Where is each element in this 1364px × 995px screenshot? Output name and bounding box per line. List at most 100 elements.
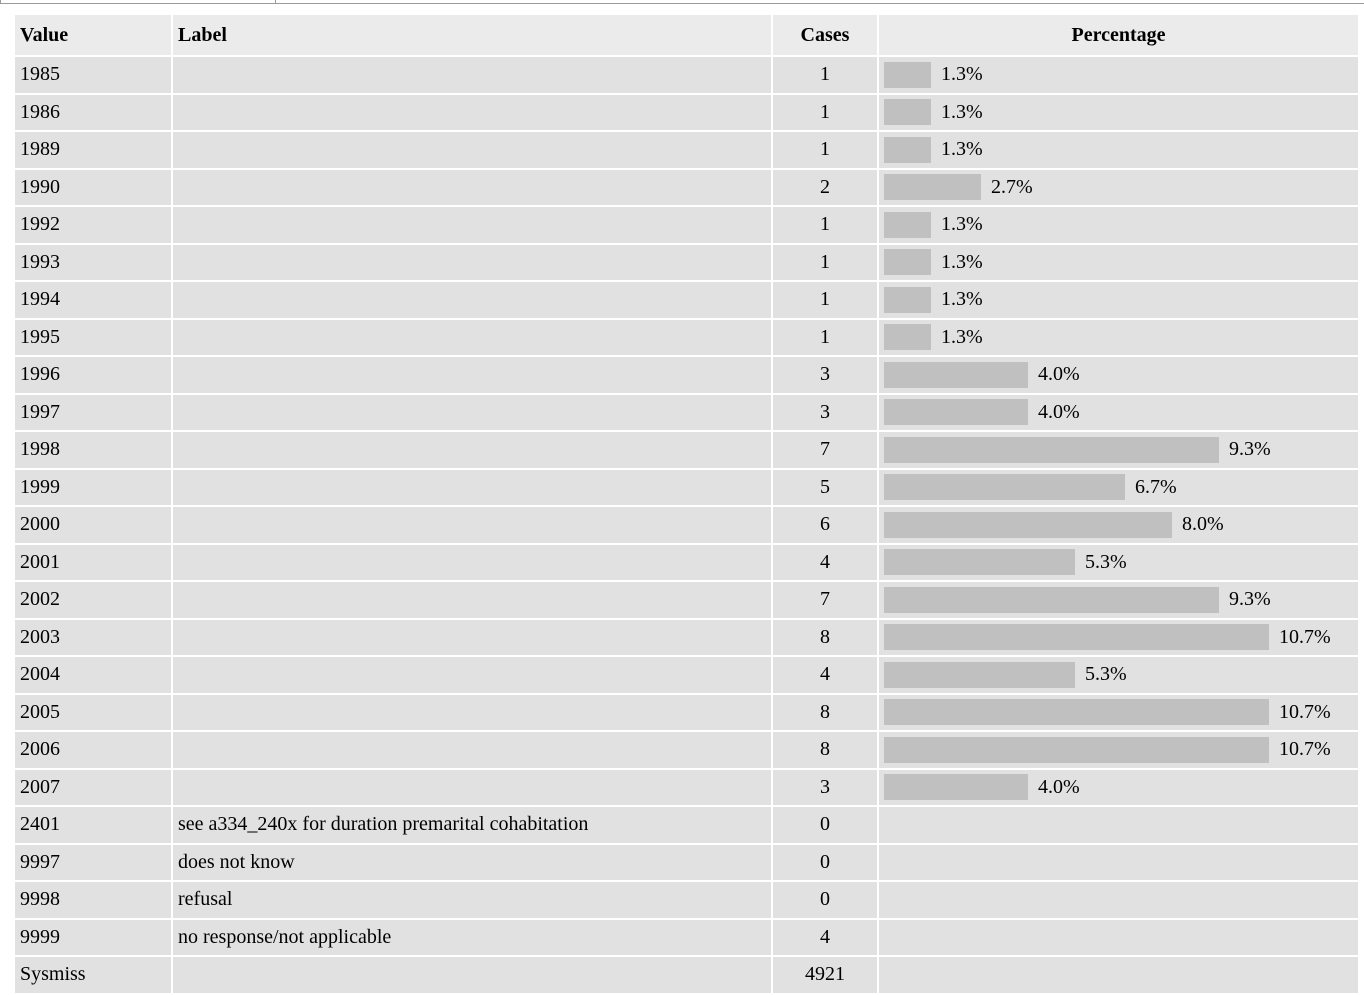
row-percentage: 4.0% [879, 357, 1358, 393]
percentage-label: 5.3% [1085, 550, 1127, 573]
row-label [173, 244, 771, 280]
table-row: 9997 does not know 0 [15, 844, 1358, 880]
percentage-bar [884, 136, 931, 163]
row-percentage [879, 844, 1358, 880]
row-label [173, 619, 771, 655]
row-label [173, 57, 771, 93]
table-row: 2003 8 10.7% [15, 619, 1358, 655]
row-value: 2001 [15, 544, 171, 580]
percentage-bar [884, 474, 1125, 501]
row-percentage: 9.3% [879, 582, 1358, 618]
row-label [173, 657, 771, 693]
percentage-label: 10.7% [1279, 700, 1331, 723]
row-value: 2000 [15, 507, 171, 543]
row-label [173, 432, 771, 468]
table-row: 2401 see a334_240x for duration premarita… [15, 807, 1358, 843]
row-cases: 8 [773, 732, 877, 768]
percentage-label: 9.3% [1229, 438, 1271, 461]
percentage-bar [884, 436, 1219, 463]
percentage-label: 4.0% [1038, 775, 1080, 798]
row-value: 1986 [15, 94, 171, 130]
row-cases: 1 [773, 57, 877, 93]
table-row: 2006 8 10.7% [15, 732, 1358, 768]
percentage-bar [884, 699, 1269, 726]
row-label: no response/not applicable [173, 919, 771, 955]
column-header-cases: Cases [773, 15, 877, 55]
row-value: 1997 [15, 394, 171, 430]
frame-divider [0, 0, 1, 4]
row-cases: 4 [773, 657, 877, 693]
row-cases: 0 [773, 882, 877, 918]
frame-divider [275, 0, 276, 4]
row-percentage: 1.3% [879, 132, 1358, 168]
row-percentage: 5.3% [879, 544, 1358, 580]
percentage-label: 1.3% [941, 213, 983, 236]
percentage-bar [884, 249, 931, 276]
row-percentage [879, 807, 1358, 843]
row-value: 1999 [15, 469, 171, 505]
row-percentage: 10.7% [879, 732, 1358, 768]
row-label: refusal [173, 882, 771, 918]
row-value: 2003 [15, 619, 171, 655]
row-value: Sysmiss [15, 957, 171, 993]
row-percentage [879, 919, 1358, 955]
percentage-bar [884, 399, 1028, 426]
row-label [173, 319, 771, 355]
row-value: 9997 [15, 844, 171, 880]
percentage-label: 1.3% [941, 325, 983, 348]
row-value: 2006 [15, 732, 171, 768]
percentage-label: 4.0% [1038, 363, 1080, 386]
row-cases: 8 [773, 694, 877, 730]
row-cases: 4921 [773, 957, 877, 993]
row-label [173, 507, 771, 543]
row-cases: 0 [773, 844, 877, 880]
percentage-label: 1.3% [941, 288, 983, 311]
row-cases: 4 [773, 544, 877, 580]
row-cases: 3 [773, 394, 877, 430]
percentage-bar [884, 624, 1269, 651]
row-label [173, 694, 771, 730]
row-value: 9998 [15, 882, 171, 918]
row-percentage: 4.0% [879, 394, 1358, 430]
row-cases: 4 [773, 919, 877, 955]
percentage-label: 4.0% [1038, 400, 1080, 423]
row-value: 1993 [15, 244, 171, 280]
row-cases: 8 [773, 619, 877, 655]
percentage-bar [884, 661, 1075, 688]
row-percentage: 1.3% [879, 207, 1358, 243]
percentage-label: 1.3% [941, 138, 983, 161]
column-header-label: Label [173, 15, 771, 55]
row-label [173, 394, 771, 430]
table-row: 1994 1 1.3% [15, 282, 1358, 318]
row-label [173, 357, 771, 393]
percentage-label: 1.3% [941, 63, 983, 86]
percentage-bar [884, 774, 1028, 801]
row-cases: 7 [773, 432, 877, 468]
row-value: 1992 [15, 207, 171, 243]
row-percentage: 10.7% [879, 619, 1358, 655]
row-percentage: 1.3% [879, 94, 1358, 130]
row-label [173, 957, 771, 993]
table-row: 2005 8 10.7% [15, 694, 1358, 730]
table-row: 2000 6 8.0% [15, 507, 1358, 543]
row-value: 1995 [15, 319, 171, 355]
column-header-percentage: Percentage [879, 15, 1358, 55]
table-row: 1996 3 4.0% [15, 357, 1358, 393]
top-frame [0, 0, 1364, 4]
percentage-label: 10.7% [1279, 625, 1331, 648]
row-value: 2002 [15, 582, 171, 618]
table-row: 2004 4 5.3% [15, 657, 1358, 693]
table-header-row: Value Label Cases Percentage [15, 15, 1358, 55]
table-row: 1993 1 1.3% [15, 244, 1358, 280]
row-cases: 1 [773, 319, 877, 355]
frequency-table: Value Label Cases Percentage 1985 1 1.3% 19… [13, 13, 1360, 995]
row-value: 9999 [15, 919, 171, 955]
row-label: see a334_240x for duration premarital co… [173, 807, 771, 843]
row-value: 1996 [15, 357, 171, 393]
row-label [173, 132, 771, 168]
column-header-value: Value [15, 15, 171, 55]
row-value: 1998 [15, 432, 171, 468]
percentage-label: 2.7% [991, 175, 1033, 198]
row-percentage: 2.7% [879, 169, 1358, 205]
row-label [173, 769, 771, 805]
